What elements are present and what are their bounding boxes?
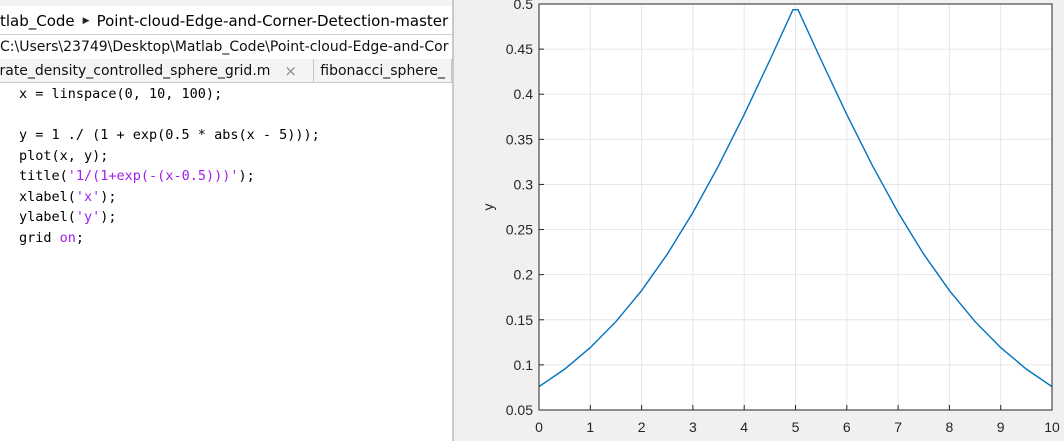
x-tick-label: 6 — [843, 419, 851, 435]
editor-tab-bar: nerate_density_controlled_sphere_grid.m … — [0, 59, 452, 83]
x-tick-label: 1 — [586, 419, 594, 435]
code-line[interactable]: ylabel('y'); — [0, 207, 452, 228]
code-token: grid — [19, 229, 60, 246]
code-token: ); — [100, 188, 117, 205]
y-tick-label: 0.35 — [506, 131, 533, 147]
series-line — [538, 8, 1053, 388]
figure-window: 0 1 2 3 4 5 6 7 8 9 10 0.05 0.1 0.15 0.2 0.25 0.3 0.35 0.… — [454, 0, 1064, 441]
y-tick-label: 0.25 — [506, 222, 533, 238]
y-tick-label: 0.2 — [514, 267, 534, 283]
path-text: C:\Users\23749\Desktop\Matlab_Code\Point… — [0, 39, 449, 55]
y-tick-label: 0.1 — [514, 357, 534, 373]
tab-label: nerate_density_controlled_sphere_grid.m — [0, 62, 271, 79]
code-string: 'y' — [75, 209, 101, 225]
y-tick-label: 0.3 — [514, 176, 534, 192]
close-icon[interactable]: × — [284, 61, 297, 80]
code-keyword: on — [59, 229, 76, 246]
tab-fibonacci-sphere[interactable]: fibonacci_sphere_ — [314, 59, 452, 82]
y-tick-label: 0.4 — [514, 86, 534, 102]
code-line[interactable]: y = 1 ./ (1 + exp(0.5 * abs(x - 5))); — [19, 127, 320, 143]
code-line[interactable]: grid on; — [0, 228, 452, 249]
x-tick-label: 4 — [740, 419, 748, 435]
tick-marks — [538, 3, 1053, 411]
code-token: xlabel( — [19, 188, 76, 205]
code-line[interactable] — [0, 105, 452, 126]
y-axis-label: y — [480, 204, 496, 211]
code-token: ); — [100, 209, 117, 225]
code-editor[interactable]: x = linspace(0, 10, 100); y = 1 ./ (1 + … — [0, 84, 452, 248]
breadcrumb-project-folder[interactable]: Point-cloud-Edge-and-Corner-Detection-ma… — [96, 11, 449, 30]
code-token: ; — [75, 229, 85, 246]
y-tick-label: 0.05 — [506, 402, 533, 418]
code-line[interactable]: xlabel('x'); — [0, 187, 452, 208]
x-tick-label: 0 — [535, 419, 543, 435]
x-tick-label: 9 — [997, 419, 1005, 435]
tab-label: fibonacci_sphere_ — [320, 62, 445, 79]
code-token: ylabel( — [19, 209, 76, 225]
address-bar[interactable]: tlab_Code ▶ Point-cloud-Edge-and-Corner-… — [0, 7, 452, 35]
x-tick-label: 5 — [792, 419, 800, 435]
breadcrumb-separator-icon[interactable]: ▶ — [82, 15, 90, 26]
editor-pane: tlab_Code ▶ Point-cloud-Edge-and-Corner-… — [0, 0, 452, 441]
x-tick-labels: 0 1 2 3 4 5 6 7 8 9 10 — [535, 419, 1060, 435]
y-tick-labels: 0.05 0.1 0.15 0.2 0.25 0.3 0.35 0.4 0.45 0.5 — [506, 0, 533, 418]
x-tick-label: 8 — [946, 419, 954, 435]
x-tick-label: 2 — [638, 419, 646, 435]
y-tick-label: 0.5 — [514, 0, 534, 12]
x-tick-label: 3 — [689, 419, 697, 435]
code-line[interactable]: title('1/(1+exp(-(x-0.5)))'); — [0, 166, 452, 187]
code-token: ); — [238, 168, 255, 184]
code-string: '1/(1+exp(-(x-0.5)))' — [67, 168, 239, 184]
code-line[interactable]: x = linspace(0, 10, 100); — [19, 86, 223, 102]
y-tick-label: 0.15 — [506, 312, 533, 328]
code-string: 'x' — [75, 188, 101, 205]
tab-generate-density-sphere-grid[interactable]: nerate_density_controlled_sphere_grid.m … — [0, 59, 315, 82]
x-tick-label: 10 — [1044, 419, 1060, 435]
toolstrip-fragment — [0, 0, 452, 6]
code-line[interactable]: plot(x, y); — [19, 147, 109, 164]
code-token: title( — [19, 168, 68, 184]
line-plot[interactable]: 0 1 2 3 4 5 6 7 8 9 10 0.050.10.150.20.250.30.350.… — [454, 0, 1064, 441]
breadcrumb-matlab-code[interactable]: tlab_Code — [0, 11, 75, 30]
pane-divider[interactable] — [452, 0, 454, 441]
y-tick-label: 0.45 — [506, 41, 533, 57]
x-tick-label: 7 — [894, 419, 902, 435]
current-folder-path[interactable]: C:\Users\23749\Desktop\Matlab_Code\Point… — [0, 35, 452, 60]
